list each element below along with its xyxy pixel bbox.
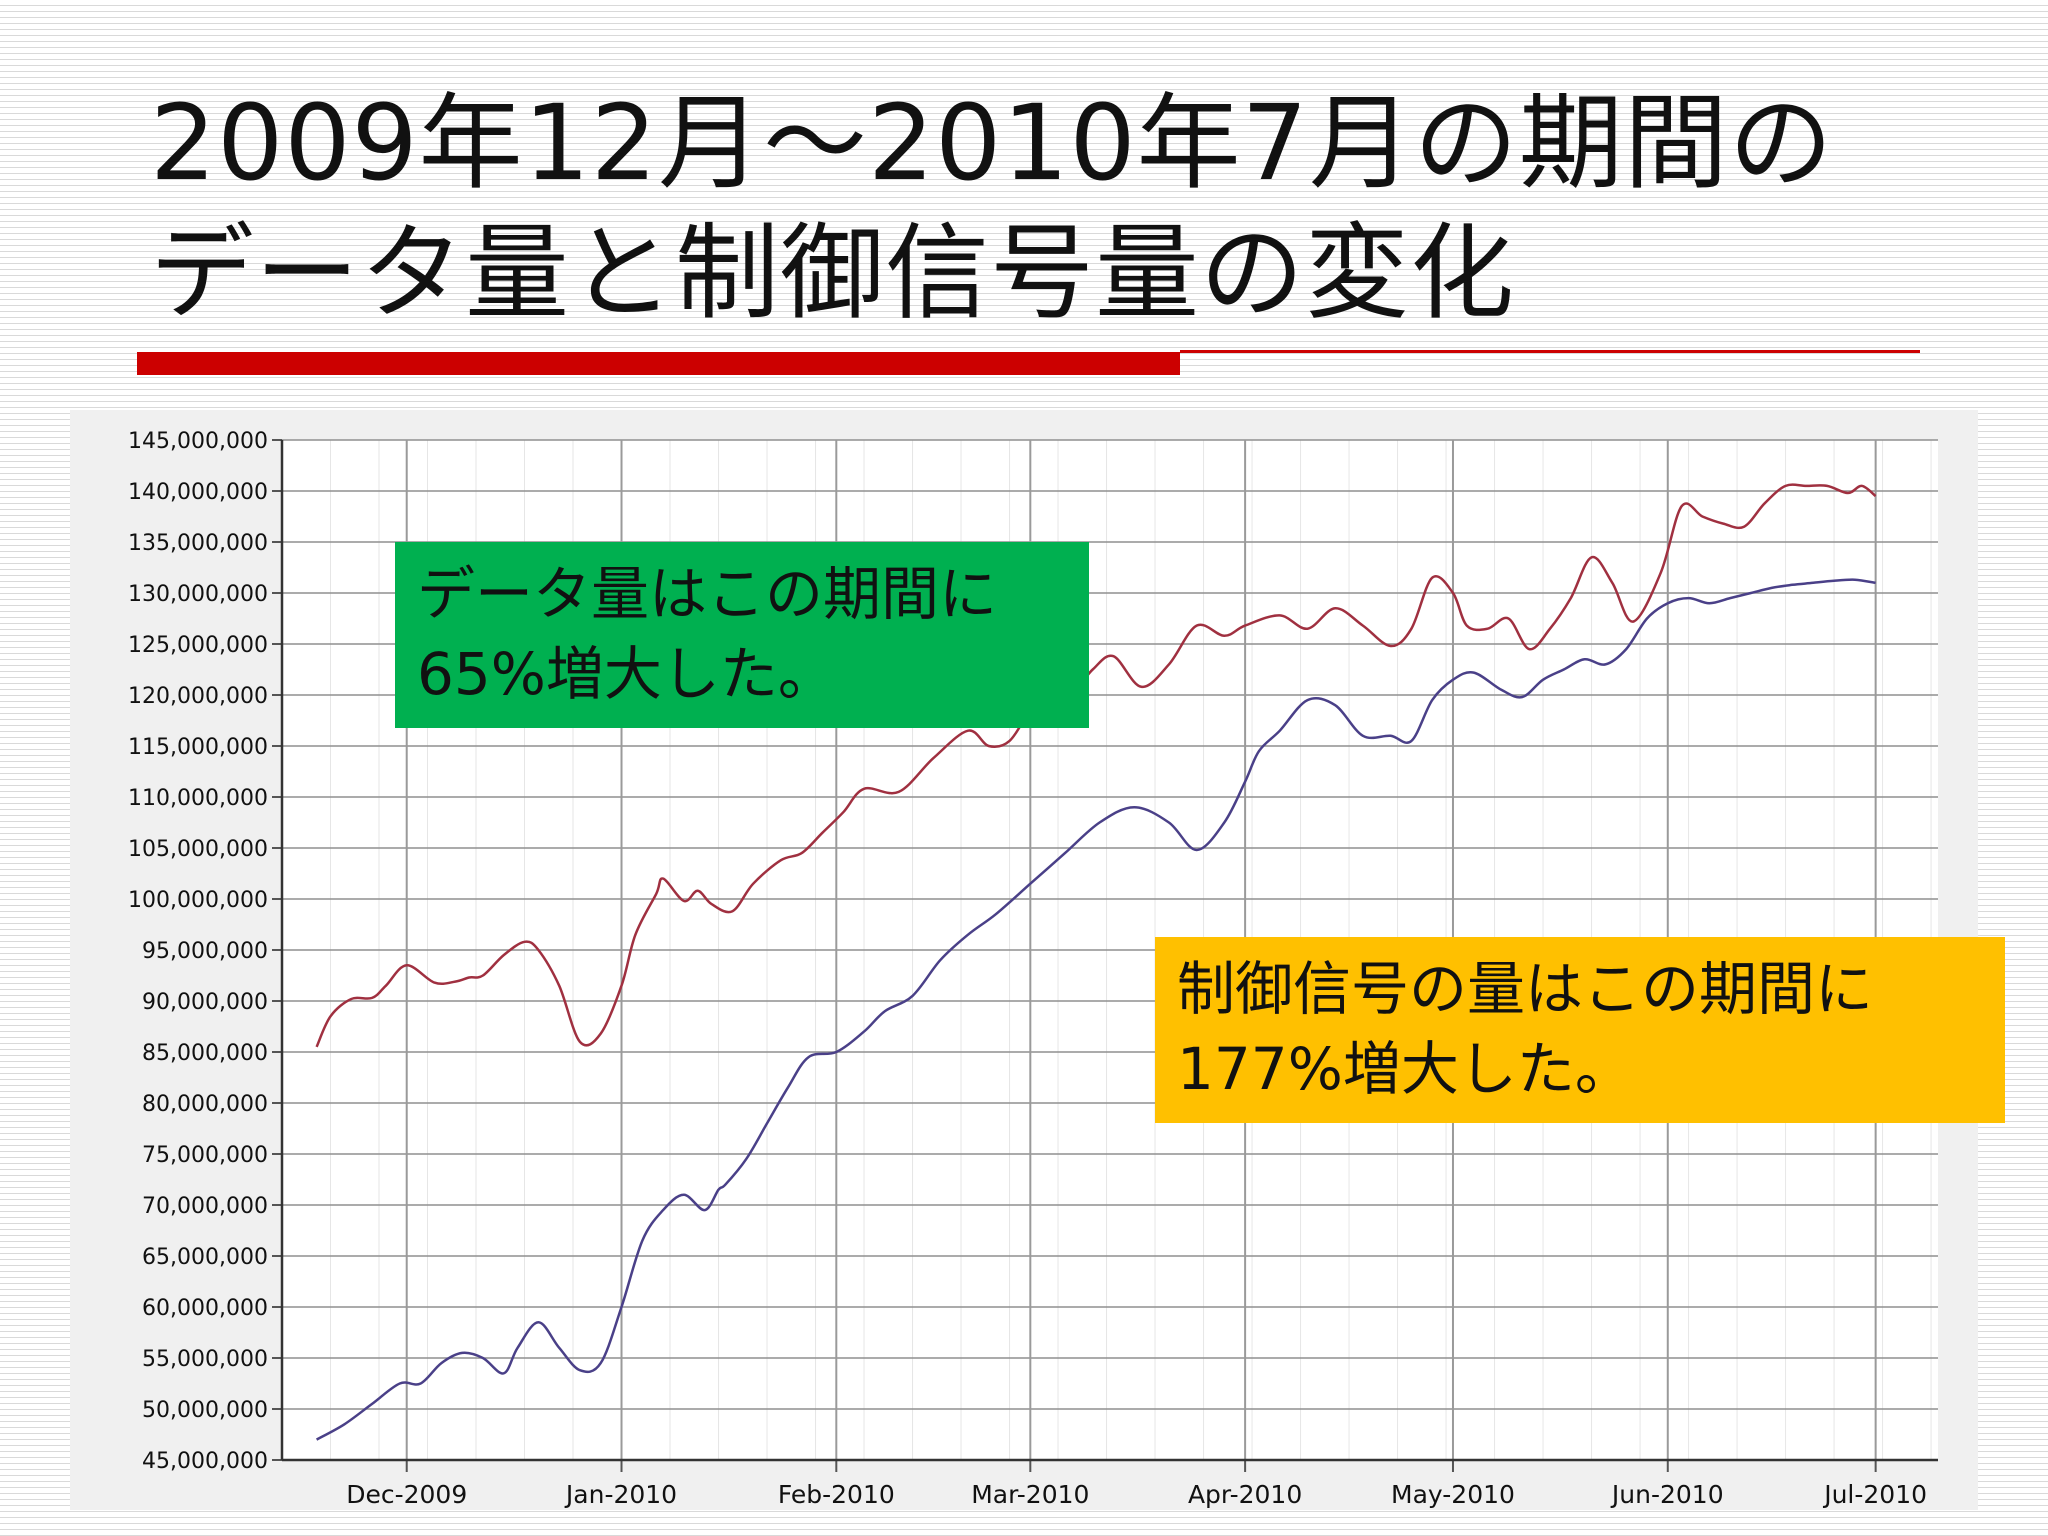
callout-control-line-2: 177%増大した。 [1177,1035,1633,1103]
x-tick-label: Apr-2010 [1188,1480,1302,1509]
y-tick-label: 125,000,000 [128,633,268,658]
callout-control-growth: 制御信号の量はこの期間に 177%増大した。 [1155,937,2005,1123]
y-tick-label: 130,000,000 [128,582,268,607]
callout-data-growth: データ量はこの期間に 65%増大した。 [395,542,1089,728]
x-tick-label: Mar-2010 [971,1480,1089,1509]
series-line-control-signal [315,578,1876,1441]
title-underline-thin [1180,350,1920,353]
x-tick-label: May-2010 [1391,1480,1515,1509]
callout-data-line-1: データ量はこの期間に [417,560,998,628]
x-tick-label: Dec-2009 [346,1480,467,1509]
y-tick-label: 105,000,000 [128,837,268,862]
y-tick-label: 50,000,000 [142,1398,268,1423]
y-tick-label: 80,000,000 [142,1092,268,1117]
y-tick-label: 140,000,000 [128,480,268,505]
y-tick-label: 110,000,000 [128,786,268,811]
y-tick-label: 120,000,000 [128,684,268,709]
x-tick-label: Jun-2010 [1610,1480,1724,1509]
y-tick-label: 90,000,000 [142,990,268,1015]
callout-control-line-1: 制御信号の量はこの期間に [1177,955,1874,1023]
y-tick-label: 135,000,000 [128,531,268,556]
slide-title: 2009年12月～2010年7月の期間の データ量と制御信号量の変化 [150,78,2000,338]
x-tick-label: Feb-2010 [778,1480,895,1509]
y-tick-label: 85,000,000 [142,1041,268,1066]
y-tick-label: 60,000,000 [142,1296,268,1321]
callout-data-line-2: 65%増大した。 [417,640,836,708]
y-tick-label: 45,000,000 [142,1449,268,1474]
y-tick-label: 95,000,000 [142,939,268,964]
x-tick-label: Jan-2010 [564,1480,677,1509]
y-tick-label: 55,000,000 [142,1347,268,1372]
y-tick-label: 115,000,000 [128,735,268,760]
y-tick-label: 70,000,000 [142,1194,268,1219]
slide-title-line-2: データ量と制御信号量の変化 [150,212,1516,334]
y-tick-label: 145,000,000 [128,429,268,454]
y-tick-label: 100,000,000 [128,888,268,913]
y-tick-label: 75,000,000 [142,1143,268,1168]
y-tick-label: 65,000,000 [142,1245,268,1270]
x-tick-label: Jul-2010 [1822,1480,1927,1509]
slide-title-line-1: 2009年12月～2010年7月の期間の [150,82,1834,204]
title-underline-thick [137,352,1180,375]
